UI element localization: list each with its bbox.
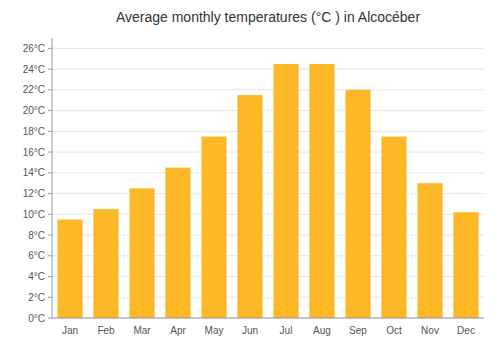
y-tick-label: 10°C [23,209,45,220]
x-tick-label: Jan [62,325,78,336]
y-tick-label: 12°C [23,188,45,199]
grid-line [52,152,484,153]
x-tick-label: Aug [313,325,331,336]
bar [309,64,334,318]
y-tick-label: 8°C [28,230,45,241]
bar [57,219,82,318]
y-tick-label: 26°C [23,43,45,54]
y-tick [48,214,52,215]
y-tick [48,48,52,49]
bar [237,95,262,318]
x-tick-label: Sep [349,325,367,336]
x-tick-label: Dec [457,325,475,336]
bar [417,183,442,318]
chart-title: Average monthly temperatures (°C ) in Al… [116,9,420,25]
y-tick [48,89,52,90]
y-tick [48,235,52,236]
bar [129,188,154,318]
bar [453,212,478,318]
x-tick-label: May [205,325,224,336]
x-tick-label: Mar [133,325,151,336]
y-tick [48,318,52,319]
y-tick [48,276,52,277]
y-tick [48,172,52,173]
y-tick [48,69,52,70]
y-tick [48,297,52,298]
bar [345,90,370,318]
grid-line [52,89,484,90]
y-tick [48,255,52,256]
y-tick-label: 0°C [28,313,45,324]
x-tick-label: Oct [386,325,402,336]
y-tick-label: 20°C [23,105,45,116]
grid-line [52,110,484,111]
y-tick-label: 6°C [28,250,45,261]
bar [201,137,226,318]
x-tick-label: Nov [421,325,439,336]
grid-line [52,131,484,132]
x-axis-line [52,318,484,319]
x-tick-label: Jun [242,325,258,336]
y-tick-label: 22°C [23,84,45,95]
y-tick-label: 2°C [28,292,45,303]
y-tick-label: 14°C [23,167,45,178]
y-axis-line [52,38,53,318]
y-tick [48,110,52,111]
y-tick-label: 24°C [23,64,45,75]
grid-line [52,318,484,319]
y-tick [48,152,52,153]
bars [57,64,478,318]
chart-container: Average monthly temperatures (°C ) in Al… [0,0,500,350]
x-tick-label: Apr [170,325,186,336]
y-axis: 0°C 2°C 4°C 6°C 8°C 10°C 12°C 14°C 16°C 18°C 20°C 2… [23,43,52,324]
grid-line [52,172,484,173]
y-tick-label: 4°C [28,271,45,282]
bar [381,137,406,318]
grid-line [52,69,484,70]
bar [165,168,190,318]
y-tick [48,193,52,194]
grid-line [52,48,484,49]
x-tick-label: Jul [280,325,293,336]
x-axis: Jan Feb Mar Apr May Jun Jul Aug Sep Oct Nov Dec [62,325,475,336]
y-tick-label: 16°C [23,147,45,158]
chart-svg: Average monthly temperatures (°C ) in Al… [0,0,500,350]
x-tick-label: Feb [97,325,115,336]
y-tick [48,131,52,132]
bar [93,209,118,318]
bar [273,64,298,318]
grid [52,48,484,318]
y-tick-label: 18°C [23,126,45,137]
